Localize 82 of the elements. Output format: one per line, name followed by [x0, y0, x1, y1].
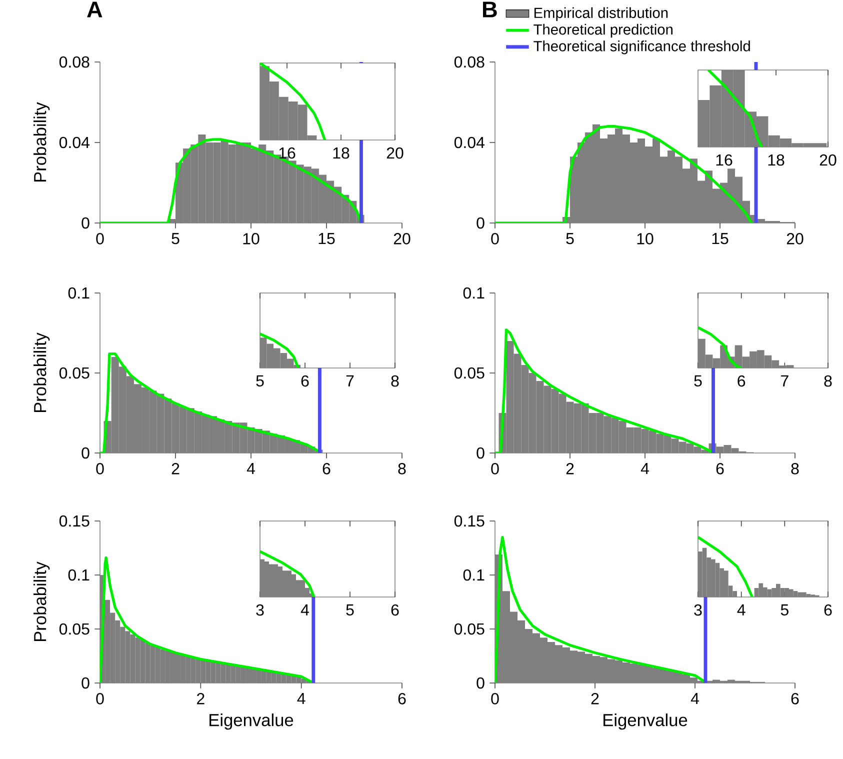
x-tick-label: 20: [820, 154, 836, 166]
x-tick-label: 4: [246, 463, 255, 474]
x-axis-title: Eigenvalue: [210, 714, 294, 730]
y-tick-label: 0: [476, 217, 484, 229]
x-tick-label: 2: [591, 693, 599, 704]
x-tick-label: 5: [172, 233, 180, 244]
x-tick-label: 0: [96, 233, 104, 244]
y-tick-label: 0.05: [454, 623, 484, 635]
x-tick-label: 0: [491, 693, 499, 704]
x-tick-label: 8: [391, 375, 399, 387]
x-tick-label: 10: [637, 233, 654, 244]
x-tick-label: 0: [96, 693, 104, 704]
x-tick-label: 15: [712, 233, 728, 244]
x-tick-label: 7: [346, 375, 354, 386]
y-tick-label: 0.1: [68, 287, 90, 299]
x-tick-label: 4: [297, 693, 306, 704]
x-tick-label: 16: [279, 147, 296, 159]
y-tick-label: 0.1: [68, 569, 90, 581]
x-tick-label: 20: [386, 147, 404, 159]
x-tick-label: 8: [398, 463, 406, 474]
y-tick-label: 0.08: [59, 56, 90, 68]
x-tick-label: 4: [690, 693, 699, 704]
x-tick-label: 4: [737, 604, 746, 616]
x-tick-label: 5: [694, 375, 702, 387]
chart-title: A: [87, 2, 102, 18]
x-tick-label: 6: [398, 693, 406, 704]
x-tick-label: 5: [256, 375, 264, 387]
y-tick-label: 0: [82, 677, 90, 689]
y-axis-title: Probability: [34, 332, 50, 412]
x-tick-label: 2: [566, 463, 574, 474]
legend-label: Empirical distribution: [534, 7, 668, 21]
x-tick-label: 6: [716, 463, 724, 474]
x-tick-label: 18: [333, 147, 350, 159]
x-tick-label: 2: [172, 463, 180, 474]
y-tick-label: 0: [82, 217, 90, 229]
y-tick-label: 0: [476, 677, 484, 689]
y-tick-label: 0.08: [454, 56, 484, 68]
y-tick-label: 0.05: [454, 367, 484, 379]
x-tick-label: 16: [716, 154, 732, 166]
y-tick-label: 0: [476, 447, 484, 459]
y-tick-label: 0.15: [454, 515, 484, 527]
legend-label: Theoretical prediction: [534, 24, 672, 38]
y-tick-label: 0.04: [59, 136, 90, 148]
x-tick-label: 6: [738, 375, 746, 387]
x-tick-label: 20: [394, 233, 410, 244]
x-tick-label: 6: [322, 463, 330, 474]
line-series: [100, 556, 313, 683]
x-tick-label: 0: [96, 463, 104, 474]
y-tick-label: 0.15: [59, 515, 90, 527]
x-tick-label: 0: [491, 233, 499, 244]
x-tick-label: 7: [781, 375, 788, 386]
x-tick-label: 18: [768, 154, 784, 166]
y-tick-label: 0.04: [454, 136, 484, 148]
y-tick-label: 0: [82, 447, 90, 459]
x-tick-label: 8: [824, 375, 832, 387]
x-tick-label: 5: [780, 604, 788, 616]
y-tick-label: 0.1: [463, 569, 484, 581]
x-tick-label: 10: [243, 233, 260, 244]
y-axis-title: Probability: [34, 562, 50, 642]
x-tick-label: 15: [318, 233, 335, 244]
x-tick-label: 20: [786, 233, 804, 244]
x-tick-label: 6: [301, 375, 309, 387]
x-tick-label: 2: [197, 693, 204, 704]
x-tick-label: 6: [824, 604, 832, 616]
x-tick-label: 5: [566, 233, 574, 244]
y-tick-label: 0.1: [463, 287, 484, 299]
x-tick-label: 0: [491, 463, 499, 474]
x-tick-label: 3: [256, 604, 264, 616]
y-tick-label: 0.05: [59, 367, 90, 379]
x-tick-label: 8: [791, 463, 799, 474]
chart-title: B: [483, 2, 497, 18]
y-tick-label: 0.05: [59, 623, 90, 635]
x-axis-title: Eigenvalue: [604, 714, 688, 730]
x-tick-label: 6: [791, 693, 799, 704]
x-tick-label: 4: [640, 463, 649, 474]
x-tick-label: 6: [391, 604, 399, 616]
line-series: [495, 125, 753, 223]
x-tick-label: 4: [300, 604, 309, 616]
y-axis-title: Probability: [34, 102, 50, 182]
x-tick-label: 3: [694, 604, 702, 616]
x-tick-label: 5: [346, 604, 354, 616]
legend-label: Theoretical significance threshold: [534, 40, 750, 54]
